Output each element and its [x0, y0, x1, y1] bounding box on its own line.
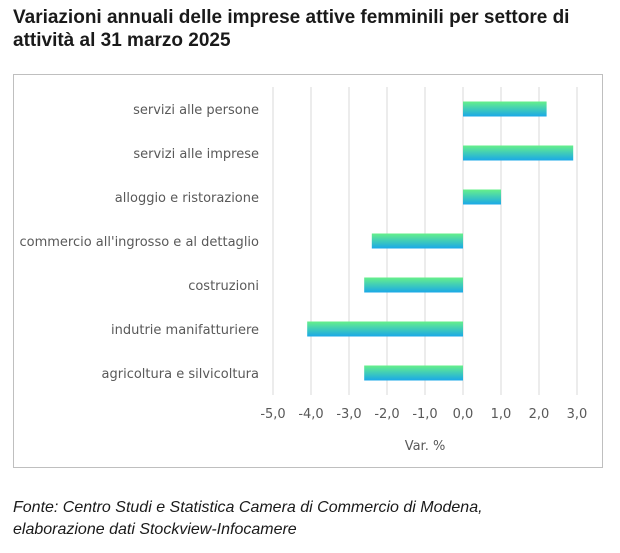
- x-tick-label: -5,0: [260, 407, 285, 422]
- x-axis-title: Var. %: [405, 439, 446, 454]
- category-label: servizi alle persone: [133, 103, 259, 118]
- bar: [463, 101, 547, 117]
- x-tick-label: -3,0: [336, 407, 361, 422]
- x-tick-label: -4,0: [298, 407, 323, 422]
- bar: [364, 277, 463, 293]
- x-tick-label: 2,0: [529, 407, 550, 422]
- bar: [364, 365, 463, 381]
- source-line-2: elaborazione dati Stockview-Infocamere: [13, 521, 297, 538]
- x-tick-label: -2,0: [374, 407, 399, 422]
- source-note: Fonte: Centro Studi e Statistica Camera …: [13, 497, 613, 541]
- chart-title: Variazioni annuali delle imprese attive …: [13, 7, 570, 51]
- bar: [463, 145, 574, 161]
- x-tick-label: 3,0: [567, 407, 588, 422]
- x-tick-label: 1,0: [491, 407, 512, 422]
- category-label: costruzioni: [188, 279, 259, 294]
- source-line-1: Fonte: Centro Studi e Statistica Camera …: [13, 499, 483, 516]
- x-tick-label: -1,0: [412, 407, 437, 422]
- category-label: commercio all'ingrosso e al dettaglio: [19, 235, 259, 250]
- category-label: indutrie manifatturiere: [111, 323, 259, 338]
- category-label: agricoltura e silvicoltura: [102, 367, 259, 382]
- category-label: alloggio e ristorazione: [115, 191, 259, 206]
- category-label: servizi alle imprese: [133, 147, 259, 162]
- chart-area: servizi alle persone servizi alle imprese…: [13, 74, 603, 468]
- bar: [463, 189, 501, 205]
- bar: [371, 233, 463, 249]
- bar: [307, 321, 463, 337]
- bar-chart: servizi alle persone servizi alle imprese…: [19, 87, 588, 454]
- x-tick-label: 0,0: [453, 407, 474, 422]
